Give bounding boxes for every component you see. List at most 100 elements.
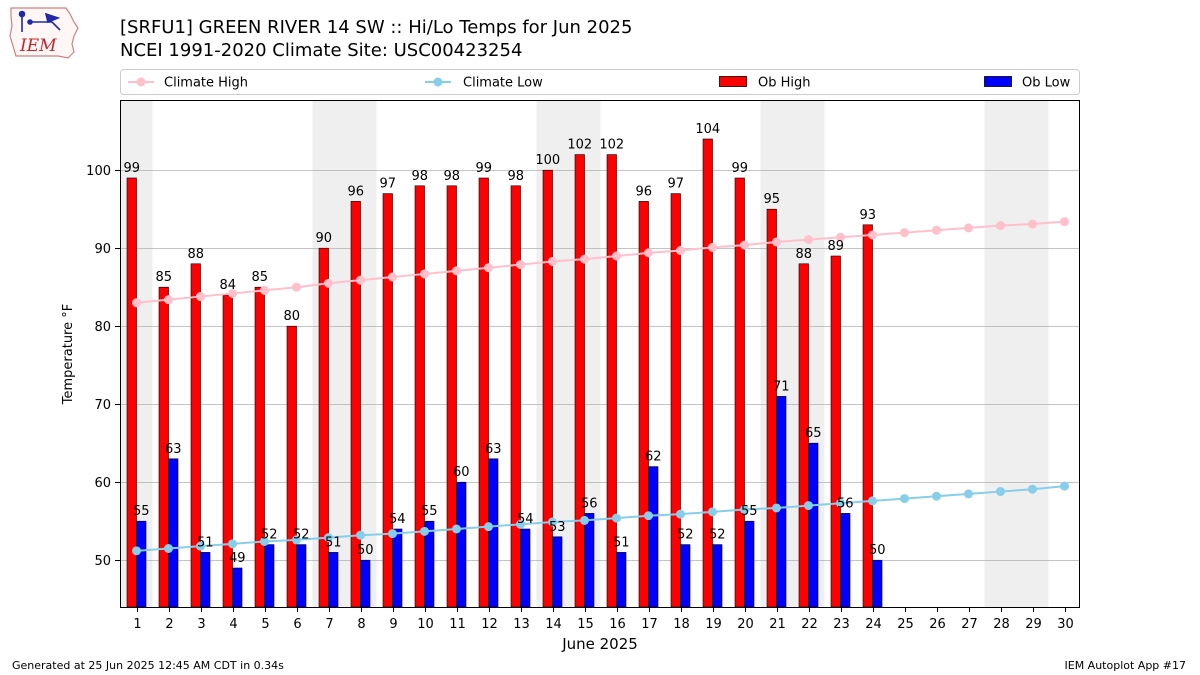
ob-high-bar-day-15 (574, 154, 585, 608)
climate-low-point-day-9 (388, 529, 397, 539)
climate-high-point-day-14 (548, 256, 557, 266)
climate-high-point-day-10 (420, 269, 429, 279)
x-tick-label-11: 11 (449, 617, 466, 632)
legend-entry-climate-low: Climate Low (425, 76, 543, 91)
ob-low-bar-day-14 (552, 536, 563, 608)
x-tick-label-25: 25 (897, 617, 914, 632)
ob-high-label-day-21: 95 (763, 192, 780, 207)
y-tick-label-80: 80 (94, 320, 111, 335)
legend-entry-ob-high: Ob High (719, 76, 811, 91)
ob-high-label-day-9: 97 (379, 177, 396, 192)
ob-high-label-day-13: 98 (507, 169, 524, 184)
ob-low-label-day-19: 52 (709, 528, 726, 543)
chart-title: [SRFU1] GREEN RIVER 14 SW :: Hi/Lo Temps… (120, 17, 633, 38)
ob-low-label-day-16: 51 (613, 535, 630, 550)
ob-high-label-day-3: 88 (187, 247, 204, 262)
ob-high-label-day-11: 98 (443, 169, 460, 184)
y-tick-label-60: 60 (94, 476, 111, 491)
y-tick-label-70: 70 (94, 398, 111, 413)
climate-high-point-day-24 (868, 230, 877, 240)
ob-high-label-day-20: 99 (731, 161, 748, 176)
climate-low-point-day-6 (292, 535, 301, 545)
climate-low-point-day-28 (996, 487, 1005, 497)
climate-low-point-day-7 (324, 533, 333, 543)
climate-low-point-day-16 (612, 513, 621, 523)
bars (126, 138, 883, 608)
x-tick-label-17: 17 (641, 617, 658, 632)
x-tick-label-26: 26 (929, 617, 946, 632)
climate-high-point-day-15 (580, 254, 589, 264)
climate-high-point-day-30 (1060, 217, 1069, 227)
climate-low-point-day-23 (836, 498, 845, 508)
climate-low-point-day-1 (132, 546, 141, 556)
x-tick-label-3: 3 (197, 617, 205, 632)
ob-low-bar-day-4 (232, 567, 243, 608)
climate-high-point-day-23 (836, 232, 845, 242)
climate-high-point-day-3 (196, 292, 205, 302)
climate-high-point-day-17 (644, 248, 653, 258)
climate-high-point-day-16 (612, 251, 621, 261)
climate-high-point-day-2 (164, 295, 173, 305)
climate-low-point-day-20 (740, 505, 749, 514)
climate-low-line (136, 485, 1065, 552)
ob-low-label-day-24: 50 (869, 543, 886, 558)
climate-high-point-day-21 (772, 237, 781, 247)
legend-entry-ob-low: Ob Low (984, 76, 1071, 91)
x-tick-label-18: 18 (673, 617, 690, 632)
legend-marker-climate-high (136, 77, 146, 87)
ob-low-bar-day-9 (392, 528, 403, 608)
ob-high-label-day-8: 96 (347, 184, 364, 199)
ob-low-label-day-1: 55 (133, 504, 150, 519)
ob-low-bar-day-24 (872, 559, 883, 608)
x-tick-label-28: 28 (993, 617, 1010, 632)
ob-high-bar-day-14 (542, 169, 553, 608)
climate-high-point-day-4 (228, 288, 237, 298)
x-tick-label-16: 16 (609, 617, 626, 632)
grid-lines (120, 170, 1079, 561)
x-axis-label: June 2025 (561, 635, 638, 653)
ob-low-label-day-3: 51 (197, 535, 214, 550)
x-tick-label-2: 2 (165, 617, 173, 632)
climate-high-point-day-11 (452, 266, 461, 276)
ob-high-label-day-14: 100 (535, 153, 560, 168)
climate-high-point-day-22 (804, 235, 813, 245)
ob-low-label-day-13: 54 (517, 512, 534, 527)
ob-high-bar-day-7 (318, 247, 329, 608)
ob-high-label-day-19: 104 (695, 122, 720, 137)
legend-entry-climate-high: Climate High (128, 76, 248, 91)
x-tick-label-23: 23 (833, 617, 850, 632)
x-tick-label-9: 9 (389, 617, 397, 632)
climate-high-point-day-1 (132, 298, 141, 308)
x-tick-label-21: 21 (769, 617, 786, 632)
climate-low-point-day-17 (644, 511, 653, 521)
ob-high-label-day-5: 85 (251, 270, 268, 285)
legend-marker-climate-low (433, 77, 443, 87)
ob-high-label-day-2: 85 (155, 270, 172, 285)
ob-high-label-day-7: 90 (315, 231, 332, 246)
ob-low-label-day-10: 55 (421, 504, 438, 519)
climate-low-point-day-27 (964, 489, 973, 499)
ob-high-bar-day-5 (254, 286, 265, 608)
climate-low-point-day-10 (420, 526, 429, 536)
climate-low-point-day-19 (708, 507, 717, 517)
ob-low-bar-day-19 (712, 544, 723, 608)
ob-high-bar-day-1 (126, 177, 137, 608)
climate-low-point-day-30 (1060, 481, 1069, 491)
x-tick-label-12: 12 (481, 617, 498, 632)
climate-high-point-day-9 (388, 272, 397, 282)
climate-high-point-day-7 (324, 278, 333, 288)
ob-low-bar-day-8 (360, 559, 371, 608)
x-tick-label-29: 29 (1025, 617, 1042, 632)
climate-low-point-day-21 (772, 503, 781, 513)
x-tick-label-20: 20 (737, 617, 754, 632)
climate-low-point-day-24 (868, 496, 877, 506)
climate-low-point-day-11 (452, 524, 461, 534)
logo-text: IEM (19, 36, 57, 56)
x-tick-label-1: 1 (133, 617, 141, 632)
ob-low-bar-day-3 (200, 552, 211, 608)
ob-low-label-day-2: 63 (165, 442, 182, 457)
iem-logo: IEM (9, 7, 79, 59)
ob-low-label-day-4: 49 (229, 551, 246, 566)
ob-low-bar-day-2 (168, 458, 179, 608)
